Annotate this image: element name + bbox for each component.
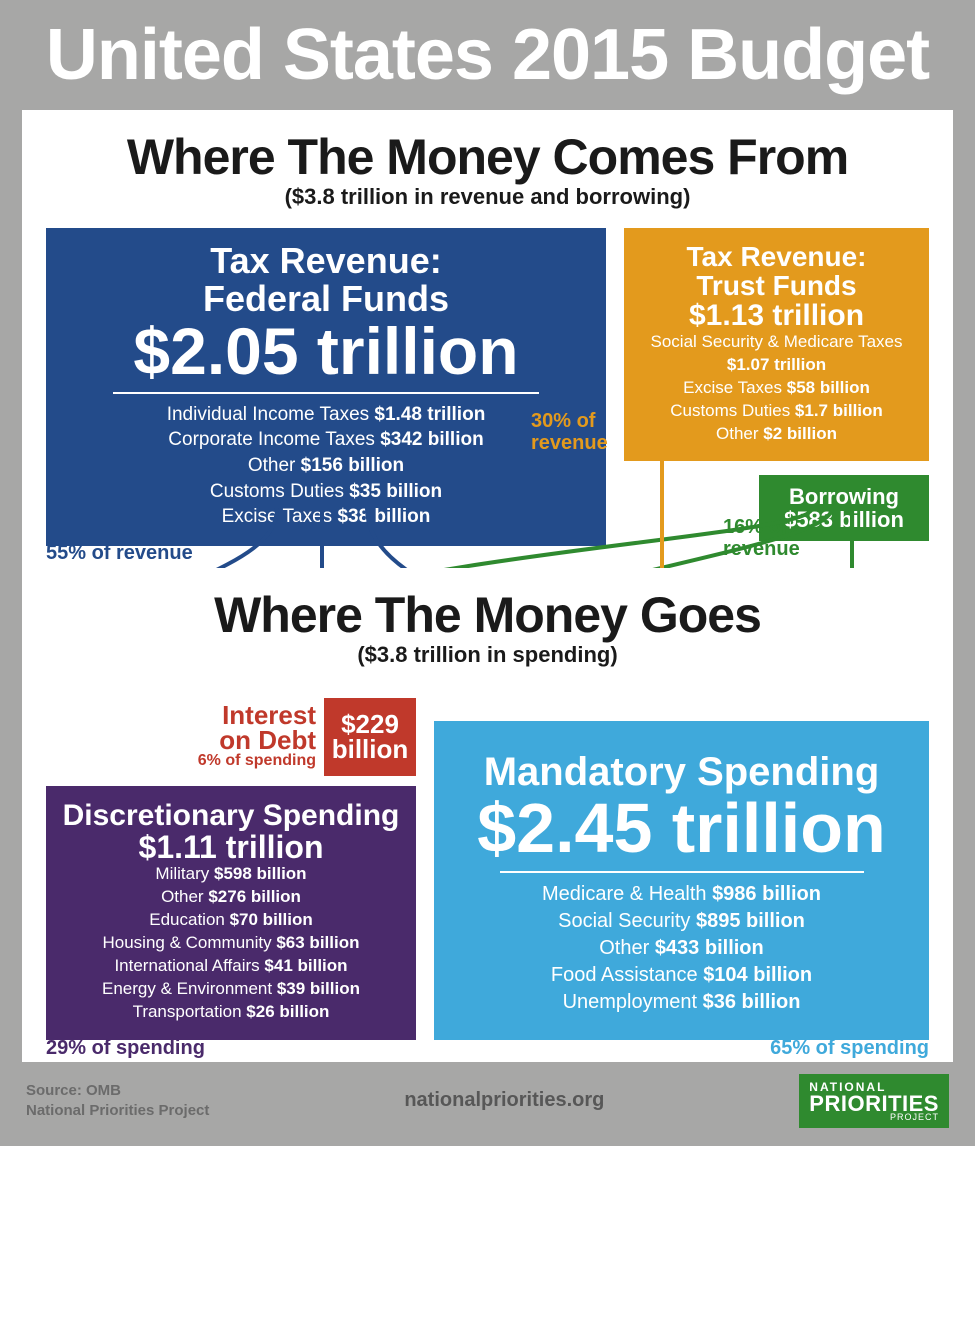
federal-funds-box: Tax Revenue: Federal Funds $2.05 trillio… [46,228,606,546]
discretionary-amount: $1.11 trillion [56,831,406,863]
federal-funds-amount: $2.05 trillion [60,318,592,384]
mandatory-amount: $2.45 trillion [454,793,909,863]
federal-funds-pct: 55% of revenue [46,542,193,564]
debt-amount-box: $229 billion [324,698,416,776]
borrowing-title: Borrowing [767,485,921,508]
mandatory-pct: 65% of spending [770,1037,929,1060]
main-title: United States 2015 Budget [22,0,953,110]
logo-line-2: PRIORITIES [809,1094,939,1114]
trust-funds-items: Social Security & Medicare Taxes $1.07 t… [638,331,915,446]
mandatory-box: Mandatory Spending $2.45 trillion Medica… [434,721,929,1040]
discretionary-title: Discretionary Spending [56,800,406,832]
trust-funds-pct: 30% of revenue [531,410,601,454]
revenue-section-title: Where The Money Comes From [46,128,929,186]
interest-on-debt-block: Interest on Debt 6% of spending $229 bil… [198,698,416,776]
revenue-panel: Where The Money Comes From ($3.8 trillio… [22,110,953,568]
spending-section-title: Where The Money Goes [46,586,929,644]
mandatory-items: Medicare & Health $986 billionSocial Sec… [454,881,909,1016]
spending-section-subtitle: ($3.8 trillion in spending) [46,642,929,668]
footer-source-1: Source: OMB [26,1081,209,1101]
federal-funds-items: Individual Income Taxes $1.48 trillionCo… [60,402,592,530]
debt-label-2: on Debt [198,728,316,753]
footer-source-2: National Priorities Project [26,1101,209,1121]
infographic-frame: United States 2015 Budget Where The Mone… [0,0,975,1146]
discretionary-pct: 29% of spending [46,1037,205,1060]
trust-funds-box: Tax Revenue: Trust Funds $1.13 trillion … [624,228,929,461]
footer-source: Source: OMB National Priorities Project [26,1081,209,1120]
discretionary-box: Discretionary Spending $1.11 trillion Mi… [46,786,416,1040]
debt-pct: 6% of spending [198,752,316,770]
federal-funds-title-1: Tax Revenue: [60,242,592,280]
spending-panel: Where The Money Goes ($3.8 trillion in s… [22,568,953,1062]
npp-logo: NATIONAL PRIORITIES PROJECT [799,1074,949,1128]
borrowing-pct: 16% of revenue [723,516,793,560]
footer-url: nationalpriorities.org [404,1089,604,1112]
trust-funds-title-1: Tax Revenue: [638,242,915,271]
footer: Source: OMB National Priorities Project … [22,1062,953,1128]
mandatory-title: Mandatory Spending [454,751,909,793]
federal-funds-title-2: Federal Funds [60,280,592,318]
debt-amount-2: billion [332,737,409,762]
revenue-section-subtitle: ($3.8 trillion in revenue and borrowing) [46,184,929,210]
discretionary-items: Military $598 billionOther $276 billionE… [56,863,406,1024]
trust-funds-amount: $1.13 trillion [638,301,915,331]
trust-funds-title-2: Trust Funds [638,271,915,300]
